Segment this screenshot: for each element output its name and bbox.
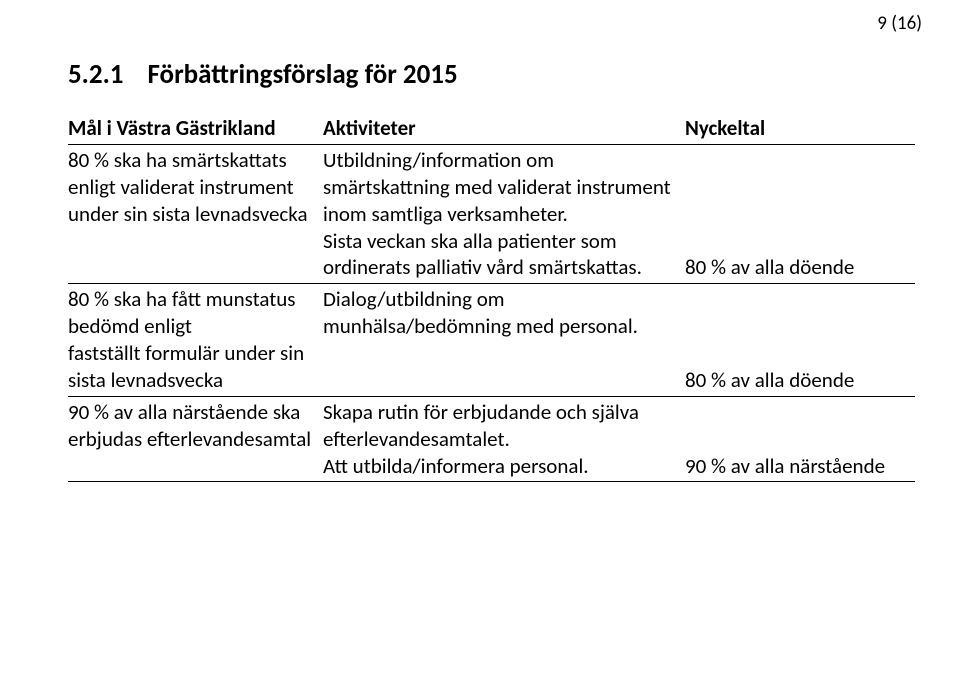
kpi-cell: 80 % av alla döende [685, 144, 915, 283]
table-header-row: Mål i Västra Gästrikland Aktiviteter Nyc… [68, 115, 915, 144]
goal-cell: 80 % ska ha smärtskattats enligt valider… [68, 144, 323, 283]
col-header-kpi: Nyckeltal [685, 115, 915, 144]
activity-cell: Utbildning/information om smärtskattning… [323, 144, 685, 283]
kpi-cell: 90 % av alla närstående [685, 396, 915, 482]
table-row: 80 % ska ha fått munstatus bedömd enligt… [68, 284, 915, 397]
page-number: 9 (16) [877, 12, 922, 35]
table-row: 90 % av alla närstående ska erbjudas eft… [68, 396, 915, 482]
col-header-activities: Aktiviteter [323, 115, 685, 144]
activity-cell: Skapa rutin för erbjudande och själva ef… [323, 396, 685, 482]
goal-cell: 90 % av alla närstående ska erbjudas eft… [68, 396, 323, 482]
table-row: 80 % ska ha smärtskattats enligt valider… [68, 144, 915, 283]
document-page: 9 (16) 5.2.1 Förbättringsförslag för 2015… [0, 0, 960, 674]
activity-cell: Dialog/utbildning om munhälsa/bedömning … [323, 284, 685, 397]
section-heading: 5.2.1 Förbättringsförslag för 2015 [68, 58, 912, 91]
improvement-table: Mål i Västra Gästrikland Aktiviteter Nyc… [68, 115, 915, 482]
section-number: 5.2.1 [68, 58, 123, 91]
section-title: Förbättringsförslag för 2015 [147, 58, 457, 91]
kpi-cell: 80 % av alla döende [685, 284, 915, 397]
goal-cell: 80 % ska ha fått munstatus bedömd enligt… [68, 284, 323, 397]
col-header-goal: Mål i Västra Gästrikland [68, 115, 323, 144]
